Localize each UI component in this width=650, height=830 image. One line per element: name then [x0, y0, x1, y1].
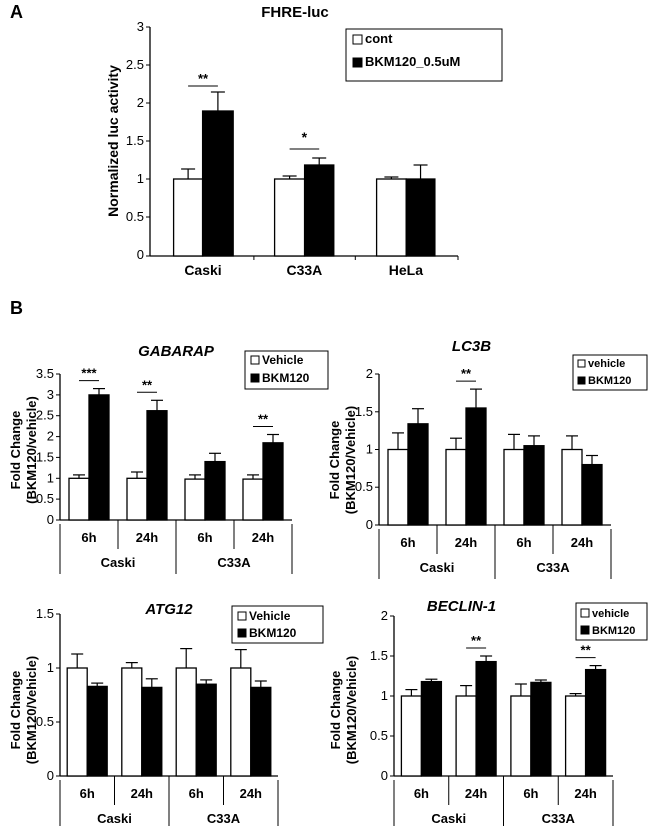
svg-text:**: ** — [471, 633, 482, 648]
svg-text:1: 1 — [381, 688, 388, 703]
svg-text:24h: 24h — [574, 786, 596, 801]
svg-text:vehicle: vehicle — [592, 608, 629, 620]
svg-text:**: ** — [581, 643, 592, 658]
svg-text:24h: 24h — [465, 786, 487, 801]
svg-text:(BKM120/Vehicle): (BKM120/Vehicle) — [344, 656, 359, 764]
svg-text:C33A: C33A — [542, 811, 576, 826]
svg-text:0: 0 — [381, 768, 388, 783]
svg-text:6h: 6h — [523, 786, 538, 801]
svg-text:1.5: 1.5 — [370, 648, 388, 663]
svg-text:2: 2 — [381, 608, 388, 623]
svg-text:BKM120: BKM120 — [592, 625, 635, 637]
svg-text:0.5: 0.5 — [370, 728, 388, 743]
svg-text:Caski: Caski — [431, 811, 466, 826]
svg-text:Fold Change: Fold Change — [328, 671, 343, 750]
svg-text:6h: 6h — [414, 786, 429, 801]
